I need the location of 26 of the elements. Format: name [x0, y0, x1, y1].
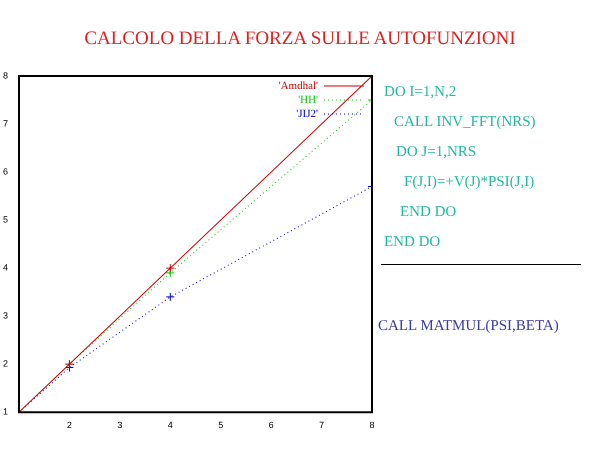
- x-tick-label: 3: [117, 420, 122, 430]
- chart-title: CALCOLO DELLA FORZA SULLE AUTOFUNZIONI: [83, 28, 517, 50]
- y-tick-label: 5: [2, 214, 8, 225]
- x-tick-label: 8: [369, 420, 375, 430]
- legend-label: 'JIJ2': [296, 108, 318, 120]
- y-tick-label: 4: [2, 262, 8, 273]
- y-tick-label: 7: [2, 118, 8, 129]
- x-tick-label: 7: [319, 420, 324, 430]
- text: DO I=1,N,2: [384, 84, 456, 101]
- x-tick-label: 5: [218, 420, 224, 430]
- y-tick-label: 3: [2, 310, 8, 321]
- text: END DO: [400, 204, 456, 221]
- text: END DO: [384, 234, 440, 251]
- x-tick-label: 4: [168, 420, 173, 430]
- legend-label: 'HH': [298, 94, 318, 106]
- text: CALL MATMUL(PSI,BETA): [378, 318, 559, 335]
- text: CALL INV_FFT(NRS): [394, 114, 536, 131]
- y-tick-label: 6: [2, 166, 8, 177]
- legend-label: 'Amdhal': [278, 80, 318, 92]
- x-tick-label: 2: [66, 420, 72, 430]
- y-tick-label: 1: [2, 406, 8, 417]
- text: DO J=1,NRS: [396, 144, 476, 161]
- y-tick-label: 2: [2, 358, 8, 369]
- x-tick-label: 6: [268, 420, 274, 430]
- y-tick-label: 8: [2, 70, 8, 80]
- text: F(J,I)=+V(J)*PSI(J,I): [404, 174, 534, 191]
